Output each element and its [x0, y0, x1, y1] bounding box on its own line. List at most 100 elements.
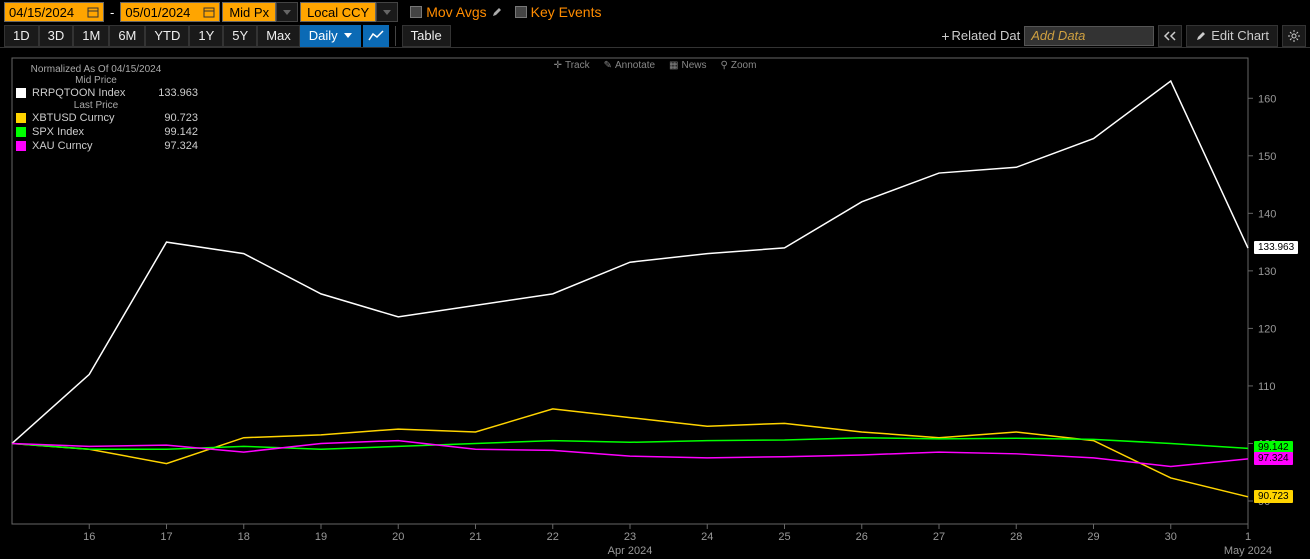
svg-text:1: 1 — [1245, 531, 1251, 543]
date-to-text: 05/01/2024 — [125, 5, 190, 20]
svg-text:19: 19 — [315, 531, 327, 543]
legend-series-value: 133.963 — [148, 87, 198, 99]
toolbar-row-2: 1D3D1M6MYTD1Y5YMax Daily Table + Related… — [0, 24, 1310, 48]
table-button[interactable]: Table — [402, 25, 451, 47]
svg-text:140: 140 — [1258, 208, 1276, 220]
range-button-group: 1D3D1M6MYTD1Y5YMax — [4, 25, 300, 47]
toolbar-row-1: 04/15/2024 - 05/01/2024 Mid Px Local CCY… — [0, 0, 1310, 24]
legend-series-value: 90.723 — [148, 112, 198, 124]
legend-swatch — [16, 127, 26, 137]
mid-px-dropdown[interactable]: Mid Px — [222, 2, 276, 22]
local-ccy-dropdown[interactable]: Local CCY — [300, 2, 376, 22]
legend-series-value: 97.324 — [148, 140, 198, 152]
chevron-down-icon — [383, 10, 391, 15]
zoom-tool[interactable]: ⚲Zoom — [721, 60, 757, 71]
svg-text:17: 17 — [160, 531, 172, 543]
range-button-1d[interactable]: 1D — [4, 25, 39, 47]
svg-text:160: 160 — [1258, 93, 1276, 105]
interval-label: Daily — [309, 28, 338, 43]
key-events-label: Key Events — [531, 4, 602, 20]
svg-text:Apr 2024: Apr 2024 — [608, 545, 653, 557]
range-button-max[interactable]: Max — [257, 25, 300, 47]
svg-text:16: 16 — [83, 531, 95, 543]
chart-tools: ✛Track ✎Annotate ▦News ⚲Zoom — [554, 60, 757, 71]
related-data-label[interactable]: Related Dat — [952, 28, 1021, 43]
pencil-icon[interactable] — [491, 6, 503, 18]
key-events-toggle[interactable]: Key Events — [515, 4, 602, 20]
settings-button[interactable] — [1282, 25, 1306, 47]
svg-text:18: 18 — [238, 531, 250, 543]
svg-text:20: 20 — [392, 531, 404, 543]
legend-swatch — [16, 113, 26, 123]
add-data-input[interactable]: Add Data — [1024, 26, 1154, 46]
mov-avgs-label: Mov Avgs — [426, 4, 486, 20]
svg-text:29: 29 — [1087, 531, 1099, 543]
chevron-down-icon — [283, 10, 291, 15]
legend-mid-price-label: Mid Price — [16, 75, 176, 86]
line-chart-icon — [368, 30, 384, 42]
plus-icon: + — [941, 28, 949, 44]
date-from-input[interactable]: 04/15/2024 — [4, 2, 104, 22]
legend: Normalized As Of 04/15/2024 Mid Price RR… — [16, 64, 198, 153]
legend-series-row[interactable]: SPX Index 99.142 — [16, 125, 198, 139]
svg-text:22: 22 — [547, 531, 559, 543]
svg-text:21: 21 — [469, 531, 481, 543]
price-flag: 133.963 — [1254, 241, 1298, 254]
gear-icon — [1287, 29, 1301, 43]
legend-series-name: XBTUSD Curncy — [32, 112, 142, 124]
chart-area[interactable]: 9010011012013014015016016171819202122232… — [0, 48, 1310, 559]
local-ccy-label: Local CCY — [307, 5, 369, 20]
range-button-5y[interactable]: 5Y — [223, 25, 257, 47]
legend-series-row[interactable]: RRPQTOON Index 133.963 — [16, 86, 198, 100]
price-flag: 97.324 — [1254, 452, 1293, 465]
legend-series-name: XAU Curncy — [32, 140, 142, 152]
svg-text:23: 23 — [624, 531, 636, 543]
collapse-button[interactable] — [1158, 25, 1182, 47]
svg-text:27: 27 — [933, 531, 945, 543]
chart-type-button[interactable] — [363, 25, 389, 47]
interval-dropdown[interactable]: Daily — [300, 25, 361, 47]
range-button-3d[interactable]: 3D — [39, 25, 74, 47]
svg-text:26: 26 — [856, 531, 868, 543]
legend-series-row[interactable]: XAU Curncy 97.324 — [16, 139, 198, 153]
svg-text:May 2024: May 2024 — [1224, 545, 1272, 557]
chevron-down-icon — [344, 33, 352, 38]
legend-swatch — [16, 88, 26, 98]
svg-text:24: 24 — [701, 531, 713, 543]
pencil-icon — [1195, 30, 1207, 42]
edit-chart-label: Edit Chart — [1211, 28, 1269, 43]
legend-series-name: RRPQTOON Index — [32, 87, 142, 99]
chevron-double-left-icon — [1163, 31, 1177, 41]
mov-avgs-toggle[interactable]: Mov Avgs — [410, 4, 502, 20]
track-tool[interactable]: ✛Track — [554, 60, 590, 71]
svg-text:110: 110 — [1258, 381, 1276, 393]
legend-normalized-label: Normalized As Of 04/15/2024 — [16, 64, 176, 75]
local-ccy-dropdown-arrow[interactable] — [376, 2, 398, 22]
date-to-input[interactable]: 05/01/2024 — [120, 2, 220, 22]
date-range-separator: - — [106, 5, 118, 20]
svg-text:25: 25 — [778, 531, 790, 543]
legend-series-row[interactable]: XBTUSD Curncy 90.723 — [16, 111, 198, 125]
mid-px-dropdown-arrow[interactable] — [276, 2, 298, 22]
date-from-text: 04/15/2024 — [9, 5, 74, 20]
svg-text:150: 150 — [1258, 151, 1276, 163]
legend-last-price-label: Last Price — [16, 100, 176, 111]
mid-px-label: Mid Px — [229, 5, 269, 20]
range-button-1y[interactable]: 1Y — [189, 25, 223, 47]
svg-text:30: 30 — [1165, 531, 1177, 543]
news-tool[interactable]: ▦News — [669, 60, 706, 71]
legend-series-value: 99.142 — [148, 126, 198, 138]
legend-swatch — [16, 141, 26, 151]
range-button-6m[interactable]: 6M — [109, 25, 145, 47]
range-button-ytd[interactable]: YTD — [145, 25, 189, 47]
calendar-icon — [87, 6, 99, 18]
checkbox-icon — [410, 6, 422, 18]
svg-text:130: 130 — [1258, 266, 1276, 278]
legend-series-name: SPX Index — [32, 126, 142, 138]
annotate-tool[interactable]: ✎Annotate — [604, 60, 655, 71]
price-flag: 90.723 — [1254, 490, 1293, 503]
edit-chart-button[interactable]: Edit Chart — [1186, 25, 1278, 47]
svg-text:28: 28 — [1010, 531, 1022, 543]
range-button-1m[interactable]: 1M — [73, 25, 109, 47]
calendar-icon — [203, 6, 215, 18]
